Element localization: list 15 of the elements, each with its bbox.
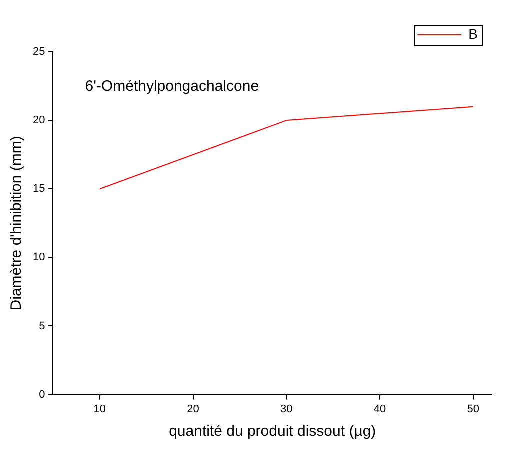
y-tick-label: 15 xyxy=(32,183,46,196)
annotation: 6'-Ométhylpongachalcone xyxy=(85,78,260,96)
x-axis-title: quantité du produit dissout (µg) xyxy=(169,423,376,440)
y-tick-label: 5 xyxy=(39,320,46,332)
x-tick-label: 30 xyxy=(280,403,293,416)
x-tick-label: 40 xyxy=(374,403,386,416)
y-tick-label: 20 xyxy=(32,114,46,127)
y-tick-label: 25 xyxy=(32,46,46,58)
x-tick-label: 20 xyxy=(187,403,200,416)
y-tick-label: 10 xyxy=(32,252,46,264)
y-axis-title: Diamètre d'hinibition (mm) xyxy=(8,136,26,311)
y-tick-label: 0 xyxy=(39,388,46,401)
x-tick-label: 50 xyxy=(467,403,480,416)
legend-label: B xyxy=(468,26,478,42)
x-tick-label: 10 xyxy=(94,403,106,416)
